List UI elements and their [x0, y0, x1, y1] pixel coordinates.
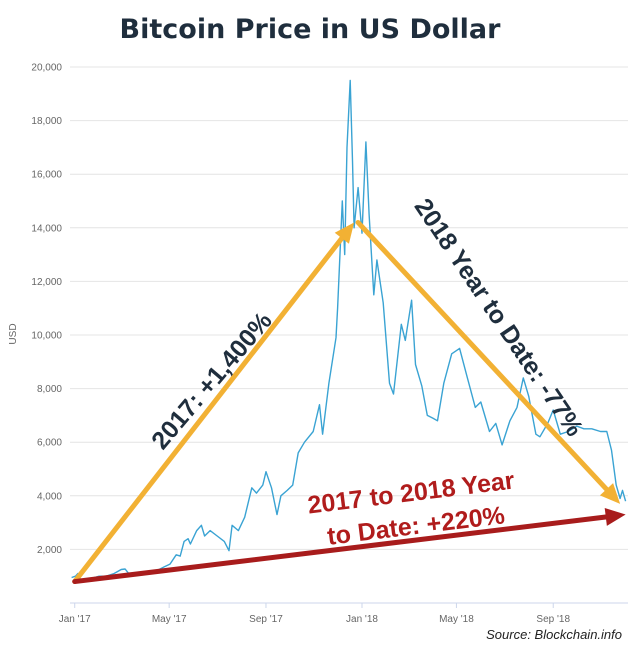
arrow-head: [599, 483, 621, 504]
x-tick-label: Sep '17: [249, 614, 283, 625]
arrow-2018-decline: [355, 219, 621, 504]
y-tick-label: 2,000: [37, 545, 62, 556]
source-note: Source: Blockchain.info: [486, 627, 622, 642]
y-tick-label: 8,000: [37, 384, 62, 395]
arrow-head: [334, 222, 355, 244]
y-tick-label: 14,000: [31, 223, 62, 234]
annotation-arrows: [72, 219, 626, 585]
y-tick-label: 12,000: [31, 277, 62, 288]
arrow-shaft: [355, 219, 611, 494]
x-tick-label: Jan '17: [59, 614, 91, 625]
x-tick-label: May '17: [152, 614, 187, 625]
y-tick-label: 4,000: [37, 491, 62, 502]
chart-title: Bitcoin Price in US Dollar: [120, 14, 502, 45]
x-tick-label: Jan '18: [346, 614, 378, 625]
y-axis-ticks: 2,000 4,000 6,000 8,000 10,000 12,000 14,000 16…: [31, 63, 62, 556]
y-axis-label: USD: [8, 323, 19, 344]
grid-lines: [70, 66, 628, 550]
x-axis-ticks: Jan '17 May '17 Sep '17 Jan '18 May '18 Sep '…: [59, 603, 570, 625]
arrow-shaft: [72, 234, 346, 585]
annotation-2017-rise: 2017: +1,400%: [146, 307, 278, 455]
y-tick-label: 16,000: [31, 170, 62, 181]
y-tick-label: 6,000: [37, 438, 62, 449]
arrow-2017-rise: [72, 222, 355, 585]
arrow-head: [604, 508, 626, 526]
x-tick-label: Sep '18: [536, 614, 570, 625]
arrow-shaft: [72, 514, 611, 585]
y-tick-label: 18,000: [31, 116, 62, 127]
y-tick-label: 10,000: [31, 331, 62, 342]
x-tick-label: May '18: [439, 614, 474, 625]
price-series-line: [71, 79, 627, 583]
arrow-overall-change: [72, 508, 626, 585]
annotation-2018-decline: 2018 Year to Date: -77%: [409, 194, 589, 442]
y-tick-label: 20,000: [31, 63, 62, 74]
